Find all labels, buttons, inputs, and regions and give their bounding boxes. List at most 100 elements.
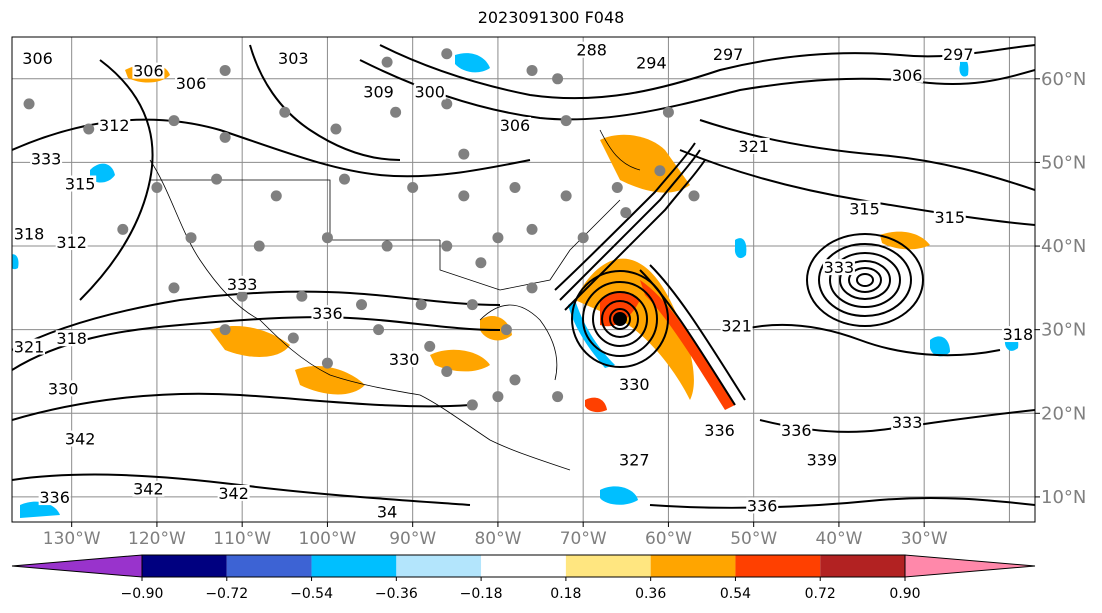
contour-label: 336 xyxy=(39,488,70,507)
contour-label: 297 xyxy=(943,45,974,64)
station-dot xyxy=(236,290,248,302)
contour-label-bg xyxy=(30,150,63,167)
contour-label-bg xyxy=(805,451,838,468)
station-dot xyxy=(466,299,478,311)
station-dot xyxy=(407,182,419,194)
lon-label: 120°W xyxy=(128,529,186,549)
contour-label: 336 xyxy=(312,304,343,323)
station-dot xyxy=(415,299,427,311)
station-dot xyxy=(211,173,223,185)
contour-label-bg xyxy=(175,75,208,92)
station-dot xyxy=(23,98,35,110)
contour-label-bg xyxy=(498,116,531,133)
contour-label-bg xyxy=(737,137,770,154)
station-dot xyxy=(219,131,231,143)
contour-label-bg xyxy=(618,376,651,393)
contour-label: 294 xyxy=(636,53,667,72)
contour-label-bg xyxy=(55,234,88,251)
station-dot xyxy=(620,207,632,219)
contour-label-bg xyxy=(712,45,745,62)
colorbar-extend-high xyxy=(904,554,1036,578)
lon-label: 70°W xyxy=(560,529,607,549)
contour-label: 321 xyxy=(738,137,769,156)
contour-label: 306 xyxy=(133,62,164,81)
colorbar-segment xyxy=(481,555,566,577)
station-dot xyxy=(168,282,180,294)
lon-label: 100°W xyxy=(299,529,357,549)
colorbar-label: 0.90 xyxy=(889,586,920,602)
colorbar-label: 0.18 xyxy=(550,586,581,602)
lat-label: 40°N xyxy=(1041,236,1086,257)
lon-label: 50°W xyxy=(730,529,777,549)
contour-label: 321 xyxy=(721,317,752,336)
station-dot xyxy=(441,240,453,252)
station-dot xyxy=(526,64,538,76)
station-dot xyxy=(492,391,504,403)
contour-label-bg xyxy=(848,200,881,217)
contour-label-bg xyxy=(47,380,80,397)
contour-label-bg xyxy=(720,317,753,334)
contour-label: 297 xyxy=(713,45,744,64)
contour-label-bg xyxy=(575,41,608,58)
contour-label-bg xyxy=(746,497,779,514)
storm-center-marker xyxy=(613,312,627,326)
station-markers xyxy=(23,48,700,411)
contour-label: 303 xyxy=(278,49,309,68)
contour-label-bg xyxy=(891,66,924,83)
map-title: 2023091300 F048 xyxy=(477,8,625,27)
station-dot xyxy=(330,123,342,135)
contour-label: 333 xyxy=(824,258,855,277)
longitude-labels: 130°W 120°W 110°W 100°W 90°W 80°W 70°W 60°W 50°W… xyxy=(43,529,948,549)
contour-label: 318 xyxy=(14,225,45,244)
contour-label-bg xyxy=(703,422,736,439)
colorbar-label: −0.72 xyxy=(205,586,248,602)
contour-label: 321 xyxy=(14,338,45,357)
contour-labels: 306 306 306 303 288 294 297 297 306 309 300 306 312 3… xyxy=(13,41,1034,521)
colorbar-segment xyxy=(650,555,736,577)
station-dot xyxy=(552,391,564,403)
lon-label: 90°W xyxy=(389,529,436,549)
contour-label: 34 xyxy=(377,502,397,521)
contour-label-bg xyxy=(362,83,395,100)
contour-label: 336 xyxy=(704,421,735,440)
colorbar-frame xyxy=(141,554,906,578)
station-dot xyxy=(279,106,291,118)
station-dot xyxy=(321,357,333,369)
station-dot xyxy=(356,299,368,311)
colorbar-label: 0.72 xyxy=(805,586,836,602)
contour-label-bg xyxy=(780,422,813,439)
station-dot xyxy=(441,98,453,110)
contour-label: 330 xyxy=(48,379,79,398)
station-dot xyxy=(117,223,129,235)
colorbar-label: 0.36 xyxy=(635,586,666,602)
station-dot xyxy=(560,190,572,202)
station-dot xyxy=(492,232,504,244)
station-dot xyxy=(509,182,521,194)
contour-label-bg xyxy=(132,480,165,497)
station-dot xyxy=(168,115,180,127)
station-dot xyxy=(270,190,282,202)
contour-label-bg xyxy=(388,351,421,368)
contour-label: 315 xyxy=(65,175,96,194)
station-dot xyxy=(458,148,470,160)
contour-label: 312 xyxy=(56,233,87,252)
station-dot xyxy=(373,324,385,336)
colorbar-segment xyxy=(311,555,397,577)
contour-label-bg xyxy=(21,50,54,67)
station-dot xyxy=(688,190,700,202)
station-dot xyxy=(560,115,572,127)
station-dot xyxy=(219,64,231,76)
lon-label: 30°W xyxy=(901,529,948,549)
colorbar-label: −0.36 xyxy=(375,586,418,602)
lat-label: 60°N xyxy=(1041,69,1086,90)
station-dot xyxy=(500,324,512,336)
contour-label: 315 xyxy=(849,200,880,219)
contour-label: 306 xyxy=(500,116,531,135)
contour-label: 342 xyxy=(218,484,249,503)
station-dot xyxy=(611,182,623,194)
lon-label: 60°W xyxy=(645,529,692,549)
theta-e-contours xyxy=(12,44,1035,509)
contour-label: 327 xyxy=(619,450,650,469)
station-dot xyxy=(424,340,436,352)
